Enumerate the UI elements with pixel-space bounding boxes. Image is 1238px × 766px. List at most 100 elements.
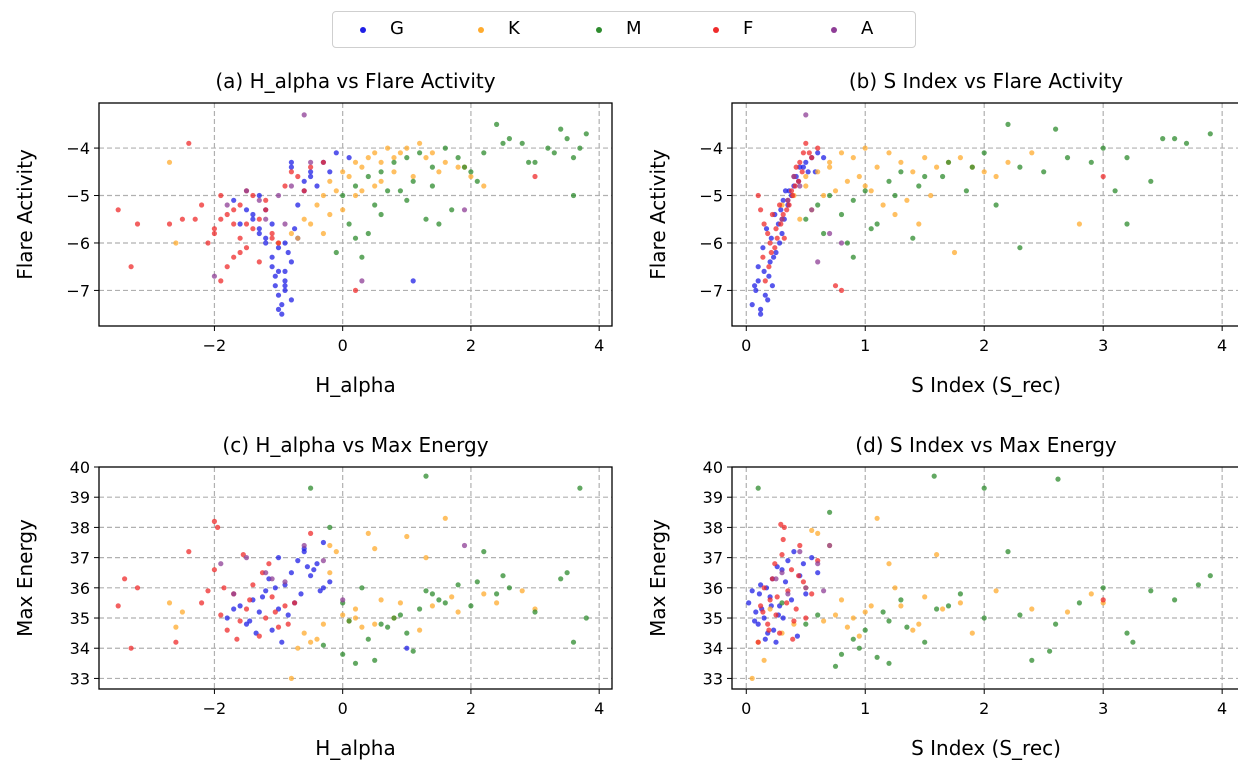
point-m bbox=[442, 145, 448, 151]
point-k bbox=[809, 527, 815, 534]
point-k bbox=[429, 603, 435, 609]
point-k bbox=[308, 639, 314, 645]
y-tick-label: 35 bbox=[70, 609, 90, 628]
point-g bbox=[755, 264, 761, 270]
point-g bbox=[758, 582, 764, 588]
y-axis-label: Flare Activity bbox=[13, 149, 37, 280]
points bbox=[746, 473, 1213, 682]
legend-marker bbox=[478, 27, 484, 33]
point-k bbox=[288, 230, 294, 237]
point-m bbox=[827, 509, 833, 515]
point-f bbox=[769, 211, 776, 218]
point-g bbox=[272, 585, 278, 591]
point-m bbox=[874, 654, 880, 660]
point-f bbox=[797, 159, 803, 165]
point-m bbox=[564, 136, 570, 142]
axes-frame bbox=[98, 102, 613, 327]
point-m bbox=[391, 615, 397, 621]
point-m bbox=[910, 235, 916, 241]
x-tick-label: 2 bbox=[466, 699, 476, 718]
point-m bbox=[423, 216, 429, 222]
point-g bbox=[275, 306, 282, 312]
point-m bbox=[922, 173, 928, 180]
point-k bbox=[378, 178, 384, 184]
point-f bbox=[231, 207, 237, 213]
point-f bbox=[301, 188, 307, 194]
point-f bbox=[166, 221, 173, 227]
point-f bbox=[772, 245, 778, 251]
point-g bbox=[275, 555, 282, 561]
x-tick-label: 4 bbox=[594, 336, 604, 355]
y-axis-label: Flare Activity bbox=[646, 149, 670, 280]
point-g bbox=[288, 570, 294, 576]
point-g bbox=[269, 221, 275, 227]
point-k bbox=[404, 533, 410, 540]
point-m bbox=[856, 645, 862, 651]
point-f bbox=[173, 639, 179, 645]
point-f bbox=[237, 618, 243, 624]
chart-panel-a: −2 0 2 4 −7 −6 −5 −4 (a) H_alpha vs Flare Activi… bbox=[13, 69, 613, 397]
point-m bbox=[1017, 245, 1023, 251]
point-f bbox=[269, 235, 275, 241]
point-m bbox=[940, 173, 946, 180]
point-m bbox=[886, 660, 892, 666]
point-m bbox=[429, 183, 435, 189]
point-g bbox=[758, 311, 764, 317]
point-m bbox=[346, 618, 352, 624]
point-m bbox=[1005, 549, 1011, 555]
point-k bbox=[372, 621, 378, 627]
point-f bbox=[758, 603, 764, 609]
point-k bbox=[827, 164, 833, 170]
point-k bbox=[352, 606, 359, 612]
point-g bbox=[346, 155, 352, 161]
y-tick-label: −6 bbox=[66, 234, 90, 253]
axes-frame bbox=[731, 466, 1238, 690]
point-k bbox=[359, 624, 365, 630]
point-m bbox=[1088, 159, 1094, 165]
point-f bbox=[781, 524, 787, 531]
point-a bbox=[359, 278, 365, 284]
point-f bbox=[243, 221, 250, 227]
point-m bbox=[1053, 126, 1059, 132]
point-g bbox=[746, 600, 752, 606]
point-m bbox=[352, 235, 359, 241]
point-k bbox=[934, 164, 940, 170]
point-f bbox=[803, 615, 809, 621]
point-k bbox=[295, 645, 301, 651]
point-g bbox=[778, 207, 784, 213]
point-g bbox=[314, 183, 320, 189]
point-f bbox=[285, 621, 291, 627]
point-k bbox=[372, 150, 378, 156]
points bbox=[749, 112, 1213, 317]
point-g bbox=[771, 627, 777, 633]
points bbox=[115, 112, 589, 317]
y-tick-label: 37 bbox=[70, 549, 90, 568]
point-k bbox=[922, 594, 928, 600]
point-g bbox=[279, 302, 285, 308]
point-g bbox=[250, 211, 256, 218]
point-m bbox=[1172, 597, 1178, 603]
point-g bbox=[410, 278, 416, 284]
point-m bbox=[359, 585, 365, 591]
point-f bbox=[774, 235, 780, 241]
y-tick-label: 40 bbox=[70, 458, 90, 477]
point-m bbox=[378, 169, 384, 175]
points bbox=[115, 473, 589, 682]
point-f bbox=[282, 183, 288, 189]
point-a bbox=[308, 159, 314, 165]
point-f bbox=[186, 140, 192, 146]
point-k bbox=[838, 597, 845, 603]
point-m bbox=[468, 169, 474, 175]
point-f bbox=[211, 567, 217, 573]
point-m bbox=[1124, 221, 1130, 227]
point-f bbox=[838, 287, 845, 293]
point-k bbox=[314, 636, 320, 642]
point-m bbox=[1053, 621, 1059, 627]
point-a bbox=[797, 183, 803, 189]
point-f bbox=[765, 230, 771, 237]
point-m bbox=[844, 240, 851, 246]
point-m bbox=[922, 639, 928, 645]
point-a bbox=[263, 216, 269, 222]
point-f bbox=[786, 202, 792, 208]
point-k bbox=[391, 155, 397, 161]
